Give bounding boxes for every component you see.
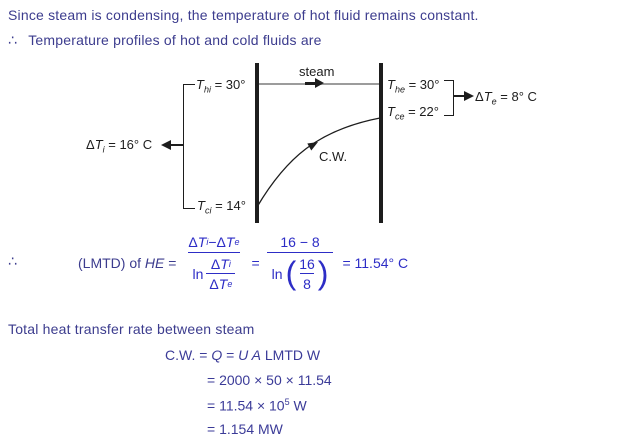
fraction-numerator: 16 xyxy=(299,256,315,272)
cw-label: C.W. xyxy=(319,149,348,164)
cw-term: C.W. xyxy=(165,347,196,363)
label-value: = 8° C xyxy=(496,89,537,104)
intro-line-1: Since steam is condensing, the temperatu… xyxy=(8,7,479,23)
left-wall xyxy=(255,63,259,223)
delta-te-arrow-tail xyxy=(453,95,465,97)
lmtd-lhs: (LMTD) of HE = xyxy=(78,255,176,271)
math-var: T xyxy=(483,89,492,104)
equation-3: = 11.54 × 105 W xyxy=(207,397,307,414)
math-var: U A xyxy=(238,347,261,363)
right-wall xyxy=(379,63,383,223)
label-value: = 30° xyxy=(210,77,246,92)
label-value: = 16° C xyxy=(104,137,153,152)
lmtd-lhs-eq: = xyxy=(164,255,177,271)
label-delta-t-i: ΔTi = 16° C xyxy=(86,137,152,155)
intro-line-2: ∴ Temperature profiles of hot and cold f… xyxy=(8,32,322,49)
steam-arrow-tail xyxy=(305,82,316,85)
ln-operator: ln xyxy=(192,266,204,282)
fraction-denominator: 8 xyxy=(300,273,314,292)
lmtd-numeric-fraction: 16 − 8 ln ( 16 8 ) xyxy=(266,234,334,292)
label-t-ci: Tci = 14° xyxy=(197,198,246,216)
lmtd-therefore: ∴ xyxy=(8,253,17,270)
delta-symbol: Δ xyxy=(209,276,219,292)
equation-rest: LMTD W xyxy=(261,347,321,363)
label-value: = 14° xyxy=(211,198,246,213)
label-value: = 30° xyxy=(404,77,440,92)
delta-ti-bracket xyxy=(183,84,195,209)
math-sub: i xyxy=(206,237,209,247)
math-var: Q xyxy=(211,347,223,363)
math-sub: i xyxy=(228,259,231,269)
delta-symbol: Δ xyxy=(216,234,226,250)
right-paren: ) xyxy=(317,254,329,291)
math-sub: hi xyxy=(203,84,211,95)
label-delta-t-e: ΔTe = 8° C xyxy=(475,89,537,107)
math-sub: ce xyxy=(394,111,405,122)
math-var: T xyxy=(197,198,205,213)
math-var: HE xyxy=(144,255,165,271)
math-sub: i xyxy=(102,144,105,155)
math-sub: e xyxy=(227,279,233,289)
equation-post: W xyxy=(289,397,307,414)
equals-sign: = xyxy=(251,255,260,271)
delta-symbol: Δ xyxy=(188,234,198,250)
math-var: T xyxy=(387,77,395,92)
delta-ti-arrow-tail xyxy=(170,144,183,146)
equation-4: = 1.154 MW xyxy=(207,421,283,437)
math-var: T xyxy=(197,234,207,250)
label-t-ce: Tce = 22° xyxy=(387,104,439,122)
math-sub: e xyxy=(491,96,497,107)
steam-label: steam xyxy=(299,64,335,79)
math-var: T xyxy=(225,234,235,250)
left-paren: ( xyxy=(285,254,297,291)
therefore-symbol: ∴ xyxy=(8,253,17,269)
lmtd-result: = 11.54° C xyxy=(342,255,409,271)
delta-te-arrow-icon xyxy=(464,91,474,101)
ln-operator: ln xyxy=(271,266,283,282)
delta-symbol: Δ xyxy=(475,89,484,104)
exponent: 5 xyxy=(284,397,290,407)
fraction-numerator: 16 − 8 xyxy=(280,234,320,250)
cw-flow-arrow-icon xyxy=(307,142,318,151)
fraction-denominator: ln ( 16 8 ) xyxy=(266,252,334,292)
intro-line-2-text: Temperature profiles of hot and cold flu… xyxy=(28,32,322,48)
total-heat-line: Total heat transfer rate between steam xyxy=(8,321,255,337)
equation-1: C.W. = Q = U A LMTD W xyxy=(165,347,320,363)
delta-te-bracket xyxy=(444,80,454,116)
lmtd-lhs-pre: (LMTD) of xyxy=(78,255,145,271)
math-var: T xyxy=(94,137,103,152)
minus-sign: − xyxy=(208,234,217,250)
equation-2: = 2000 × 50 × 11.54 xyxy=(207,372,332,388)
label-t-hi: Thi = 30° xyxy=(196,77,245,95)
equals-sign: = xyxy=(195,347,212,363)
math-sub: e xyxy=(234,237,240,247)
math-var: T xyxy=(218,276,228,292)
steam-arrow-icon xyxy=(315,78,324,88)
delta-ti-arrow-icon xyxy=(161,140,171,150)
therefore-symbol: ∴ xyxy=(8,32,18,48)
delta-symbol: Δ xyxy=(210,256,221,272)
label-t-he: The = 30° xyxy=(387,77,439,95)
inner-fraction: 16 8 xyxy=(296,256,318,292)
math-sub: ci xyxy=(204,205,212,216)
equation-pre: = 11.54 × 10 xyxy=(207,397,285,414)
math-var: T xyxy=(220,256,229,272)
equals-sign: = xyxy=(222,347,239,363)
math-var: T xyxy=(196,77,204,92)
delta-symbol: Δ xyxy=(86,137,95,152)
math-var: T xyxy=(387,104,395,119)
math-sub: he xyxy=(394,84,405,95)
label-value: = 22° xyxy=(404,104,439,119)
